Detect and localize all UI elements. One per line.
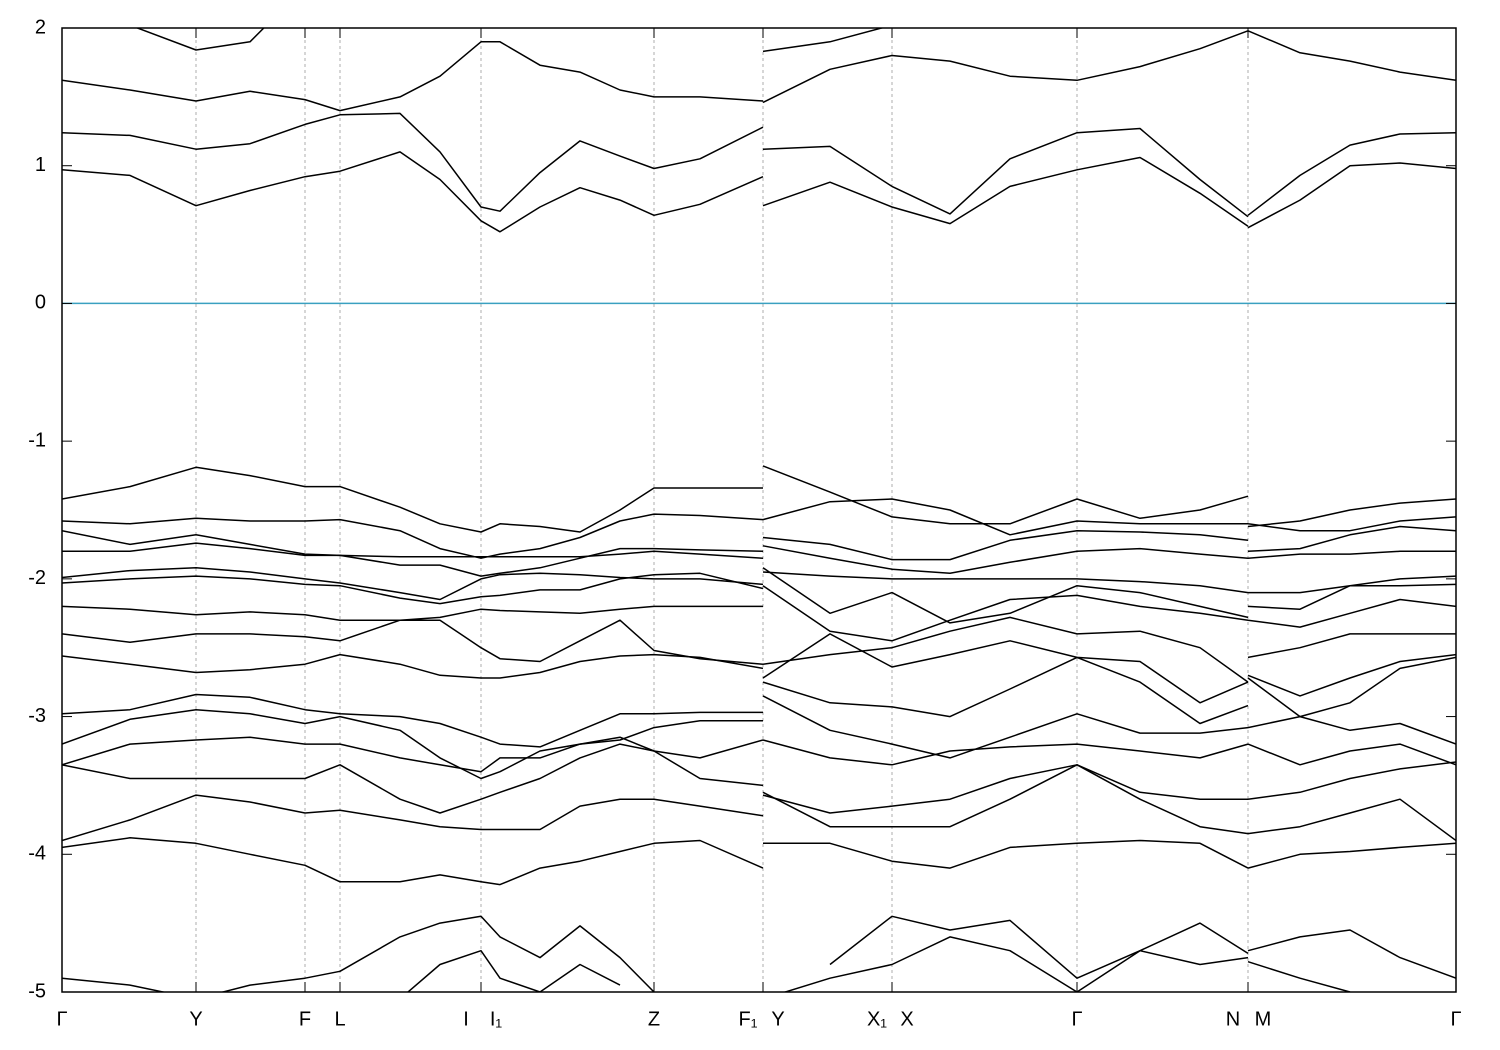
x-tick-label: I: [463, 1008, 469, 1030]
band-line: [62, 633, 1456, 704]
band-line: [62, 736, 1456, 773]
y-tick-label: -1: [28, 429, 46, 451]
x-tick-label: F₁: [739, 1008, 758, 1030]
plot-frame: [61, 27, 1457, 993]
y-tick-label: -3: [28, 705, 46, 727]
y-tick-label: 2: [35, 16, 46, 38]
band-line: [62, 112, 1456, 218]
band-line: [62, 616, 1456, 683]
band-line: [62, 525, 1456, 577]
y-tick-label: 1: [35, 154, 46, 176]
x-tick-label: I₁: [490, 1008, 503, 1030]
band-line: [62, 542, 1456, 575]
x-tick-label: Γ: [56, 1008, 67, 1030]
band-line: [62, 695, 1456, 780]
bands: [62, 28, 1456, 992]
y-tick-label: 0: [35, 292, 46, 314]
x-tick-label: X: [900, 1008, 913, 1030]
x-tick-label: Γ: [1071, 1008, 1082, 1030]
band-line: [62, 743, 1456, 814]
x-tick-label: L: [334, 1008, 345, 1030]
band-line: [62, 837, 1456, 886]
x-tick-label: Z: [648, 1008, 660, 1030]
x-tick-label: F: [299, 1008, 311, 1030]
x-tick-label: Y: [189, 1008, 202, 1030]
x-tick-label: Γ: [1450, 1008, 1461, 1030]
band-line: [62, 567, 1456, 624]
band-line: [62, 915, 1456, 992]
x-tick-label: N: [1226, 1008, 1240, 1030]
y-tick-label: -5: [28, 980, 46, 1002]
band-line: [62, 764, 1456, 842]
band-line: [62, 498, 1456, 559]
grid: [61, 28, 1457, 992]
labels: 2 1 0 -1 -2 -3 -4 -5 Γ Y F L I I₁ Z F₁ Y X₁ X Γ N M Γ: [28, 16, 1461, 1030]
band-line: [62, 151, 1456, 233]
x-tick-label: X₁: [867, 1008, 887, 1030]
band-line: [62, 567, 1456, 601]
band-line: [135, 28, 885, 53]
x-tick-label: Y: [771, 1008, 784, 1030]
band-line: [62, 30, 1456, 112]
y-tick-label: -4: [28, 843, 46, 865]
band-line: [62, 585, 1456, 642]
band-line: [62, 465, 1456, 533]
x-tick-label: M: [1255, 1008, 1272, 1030]
band-line: [406, 936, 1351, 992]
band-line: [62, 656, 1456, 748]
y-tick-label: -2: [28, 567, 46, 589]
